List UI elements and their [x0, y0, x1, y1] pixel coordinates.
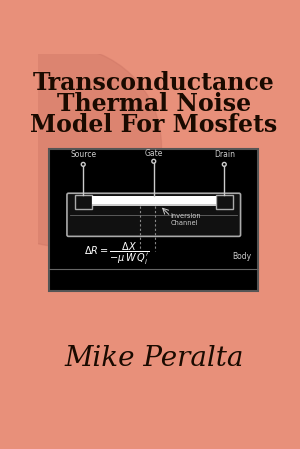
- Text: Mike Peralta: Mike Peralta: [64, 344, 243, 371]
- Bar: [216, 195, 233, 209]
- Text: Body: Body: [232, 252, 251, 261]
- Text: Inversion
Channel: Inversion Channel: [171, 213, 201, 226]
- Bar: [75, 195, 92, 209]
- Text: Model For Mosfets: Model For Mosfets: [30, 113, 278, 136]
- Bar: [92, 196, 216, 204]
- Text: Source: Source: [70, 150, 96, 159]
- Text: Gate: Gate: [145, 150, 163, 158]
- Text: $\Delta R = \dfrac{\Delta X}{-\mu\, W\, Q_i^{\prime}}$: $\Delta R = \dfrac{\Delta X}{-\mu\, W\, …: [84, 241, 149, 267]
- Text: Thermal Noise: Thermal Noise: [57, 92, 251, 116]
- Bar: [92, 204, 216, 207]
- Text: Drain: Drain: [214, 150, 235, 159]
- Text: Transconductance: Transconductance: [33, 71, 274, 95]
- Bar: [49, 149, 258, 291]
- Circle shape: [0, 46, 161, 247]
- FancyBboxPatch shape: [67, 193, 241, 236]
